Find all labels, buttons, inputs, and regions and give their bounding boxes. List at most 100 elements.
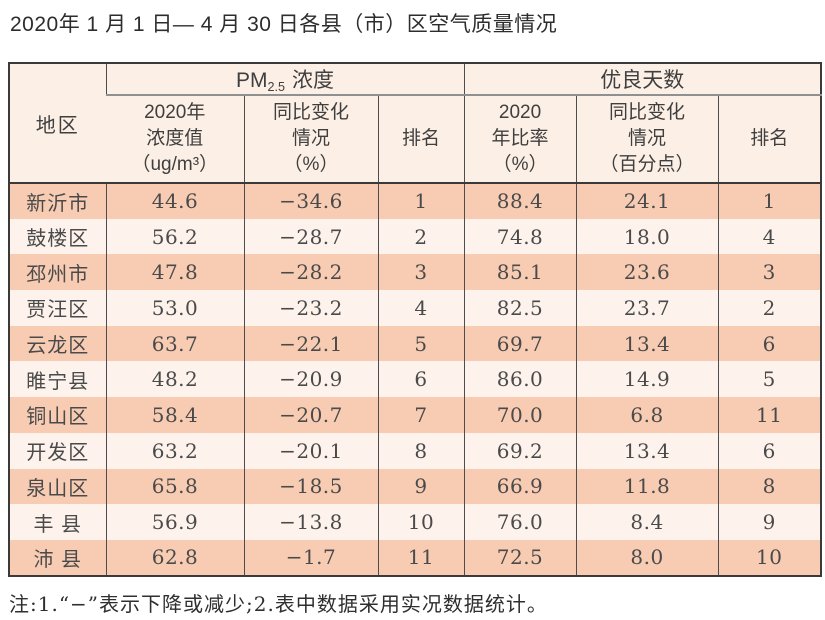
pm25-rank-cell: 2 [377, 218, 465, 255]
pm25-value-cell: 48.2 [105, 361, 244, 398]
header-pm25-rank: 排名 [377, 95, 465, 184]
good-change-cell: 23.7 [575, 290, 719, 326]
pm25-rank-cell: 4 [377, 290, 465, 326]
region-cell: 鼓楼区 [9, 218, 106, 255]
header-region: 地区 [9, 63, 106, 184]
good-ratio-cell: 69.2 [463, 432, 577, 469]
table-row: 新沂市 44.6 −34.6 1 88.4 24.1 1 [9, 183, 822, 219]
good-rank-cell: 2 [717, 290, 822, 326]
table-header: 地区 PM2.5 浓度 优良天数 2020年 浓度值 （ug/m³） 同比变化 情… [9, 63, 822, 184]
header-group-row: 地区 PM2.5 浓度 优良天数 [9, 63, 822, 184]
region-cell: 开发区 [9, 432, 106, 469]
footnote: 注:1.“−”表示下降或减少;2.表中数据采用实况数据统计。 [9, 592, 548, 616]
good-change-cell: 23.6 [575, 254, 719, 291]
region-cell: 贾汪区 [9, 290, 106, 326]
pm25-change-cell: −28.2 [243, 254, 378, 291]
pm25-rank-cell: 6 [377, 361, 465, 398]
header-good-days-group: 优良天数 [463, 63, 822, 96]
pm25-change-cell: −1.7 [243, 539, 378, 576]
region-cell: 铜山区 [9, 397, 106, 433]
page-title: 2020年 1 月 1 日— 4 月 30 日各县（市）区空气质量情况 [10, 13, 558, 36]
good-rank-cell: 1 [717, 183, 822, 219]
pm25-change-cell: −22.1 [243, 325, 378, 362]
table-row: 铜山区 58.4 −20.7 7 70.0 6.8 11 [9, 397, 822, 433]
header-pm25-value: 2020年 浓度值 （ug/m³） [106, 95, 244, 184]
good-rank-cell: 6 [717, 432, 822, 469]
pm25-change-cell: −23.2 [243, 290, 378, 326]
table-row: 丰 县 56.9 −13.8 10 76.0 8.4 9 [9, 504, 822, 540]
header-pm25-change: 同比变化 情况 （%） [243, 95, 378, 184]
pm25-value-cell: 47.8 [105, 254, 244, 291]
region-cell: 睢宁县 [9, 361, 106, 398]
good-ratio-cell: 86.0 [463, 361, 577, 398]
pm25-rank-cell: 8 [377, 432, 465, 469]
pm25-rank-cell: 7 [377, 397, 465, 433]
good-rank-cell: 6 [717, 325, 822, 362]
region-cell: 云龙区 [9, 325, 106, 362]
good-rank-cell: 9 [717, 504, 822, 540]
table-row: 邳州市 47.8 −28.2 3 85.1 23.6 3 [9, 254, 822, 291]
pm25-change-cell: −34.6 [243, 183, 378, 219]
good-change-cell: 8.0 [575, 539, 719, 576]
pm25-suffix: 浓度 [292, 69, 335, 92]
good-ratio-cell: 70.0 [463, 397, 577, 433]
good-ratio-cell: 82.5 [463, 290, 577, 326]
table-row: 云龙区 63.7 −22.1 5 69.7 13.4 6 [9, 325, 822, 362]
good-ratio-cell: 85.1 [463, 254, 577, 291]
good-ratio-cell: 88.4 [463, 183, 577, 219]
good-ratio-cell: 66.9 [463, 468, 577, 505]
pm25-change-cell: −20.9 [243, 361, 378, 398]
table-row: 睢宁县 48.2 −20.9 6 86.0 14.9 5 [9, 361, 822, 398]
table-body: 新沂市 44.6 −34.6 1 88.4 24.1 1 鼓楼区 56.2 −2… [9, 183, 822, 576]
pm25-value-cell: 58.4 [105, 397, 244, 433]
header-sub-row: 2020年 浓度值 （ug/m³） 同比变化 情况 （%） 排名 2020 年比… [9, 95, 822, 184]
pm25-rank-cell: 3 [377, 254, 465, 291]
good-ratio-cell: 76.0 [463, 504, 577, 540]
pm25-rank-cell: 1 [377, 183, 465, 219]
good-change-cell: 18.0 [575, 218, 719, 255]
pm25-value-cell: 44.6 [105, 183, 244, 219]
header-good-ratio: 2020 年比率 （%） [463, 95, 577, 184]
pm25-prefix: PM [236, 69, 268, 92]
pm25-value-cell: 53.0 [105, 290, 244, 326]
pm25-value-cell: 62.8 [105, 539, 244, 576]
pm25-change-cell: −18.5 [243, 468, 378, 505]
pm25-value-cell: 65.8 [105, 468, 244, 505]
pm25-value-cell: 63.7 [105, 325, 244, 362]
pm25-change-cell: −13.8 [243, 504, 378, 540]
header-good-change: 同比变化 情况 （百分点） [575, 95, 719, 184]
good-ratio-cell: 74.8 [463, 218, 577, 255]
table-row: 鼓楼区 56.2 −28.7 2 74.8 18.0 4 [9, 218, 822, 255]
header-good-rank: 排名 [717, 95, 822, 184]
pm25-change-cell: −20.7 [243, 397, 378, 433]
good-ratio-cell: 72.5 [463, 539, 577, 576]
pm25-change-cell: −28.7 [243, 218, 378, 255]
air-quality-table: 地区 PM2.5 浓度 优良天数 2020年 浓度值 （ug/m³） 同比变化 情… [8, 62, 823, 577]
good-change-cell: 13.4 [575, 325, 719, 362]
pm25-subscript: 2.5 [267, 79, 286, 94]
good-rank-cell: 5 [717, 361, 822, 398]
pm25-value-cell: 56.9 [105, 504, 244, 540]
region-cell: 泉山区 [9, 468, 106, 505]
good-change-cell: 14.9 [575, 361, 719, 398]
pm25-value-cell: 56.2 [105, 218, 244, 255]
good-rank-cell: 8 [717, 468, 822, 505]
pm25-rank-cell: 11 [377, 539, 465, 576]
good-change-cell: 8.4 [575, 504, 719, 540]
good-rank-cell: 3 [717, 254, 822, 291]
good-rank-cell: 4 [717, 218, 822, 255]
region-cell: 沛 县 [9, 539, 106, 576]
good-change-cell: 11.8 [575, 468, 719, 505]
region-cell: 邳州市 [9, 254, 106, 291]
good-ratio-cell: 69.7 [463, 325, 577, 362]
table-row: 沛 县 62.8 −1.7 11 72.5 8.0 10 [9, 539, 822, 576]
pm25-rank-cell: 10 [377, 504, 465, 540]
pm25-rank-cell: 9 [377, 468, 465, 505]
table-row: 泉山区 65.8 −18.5 9 66.9 11.8 8 [9, 468, 822, 505]
pm25-change-cell: −20.1 [243, 432, 378, 469]
good-rank-cell: 10 [717, 539, 822, 576]
region-cell: 丰 县 [9, 504, 106, 540]
good-change-cell: 13.4 [575, 432, 719, 469]
good-change-cell: 6.8 [575, 397, 719, 433]
region-cell: 新沂市 [9, 183, 106, 219]
